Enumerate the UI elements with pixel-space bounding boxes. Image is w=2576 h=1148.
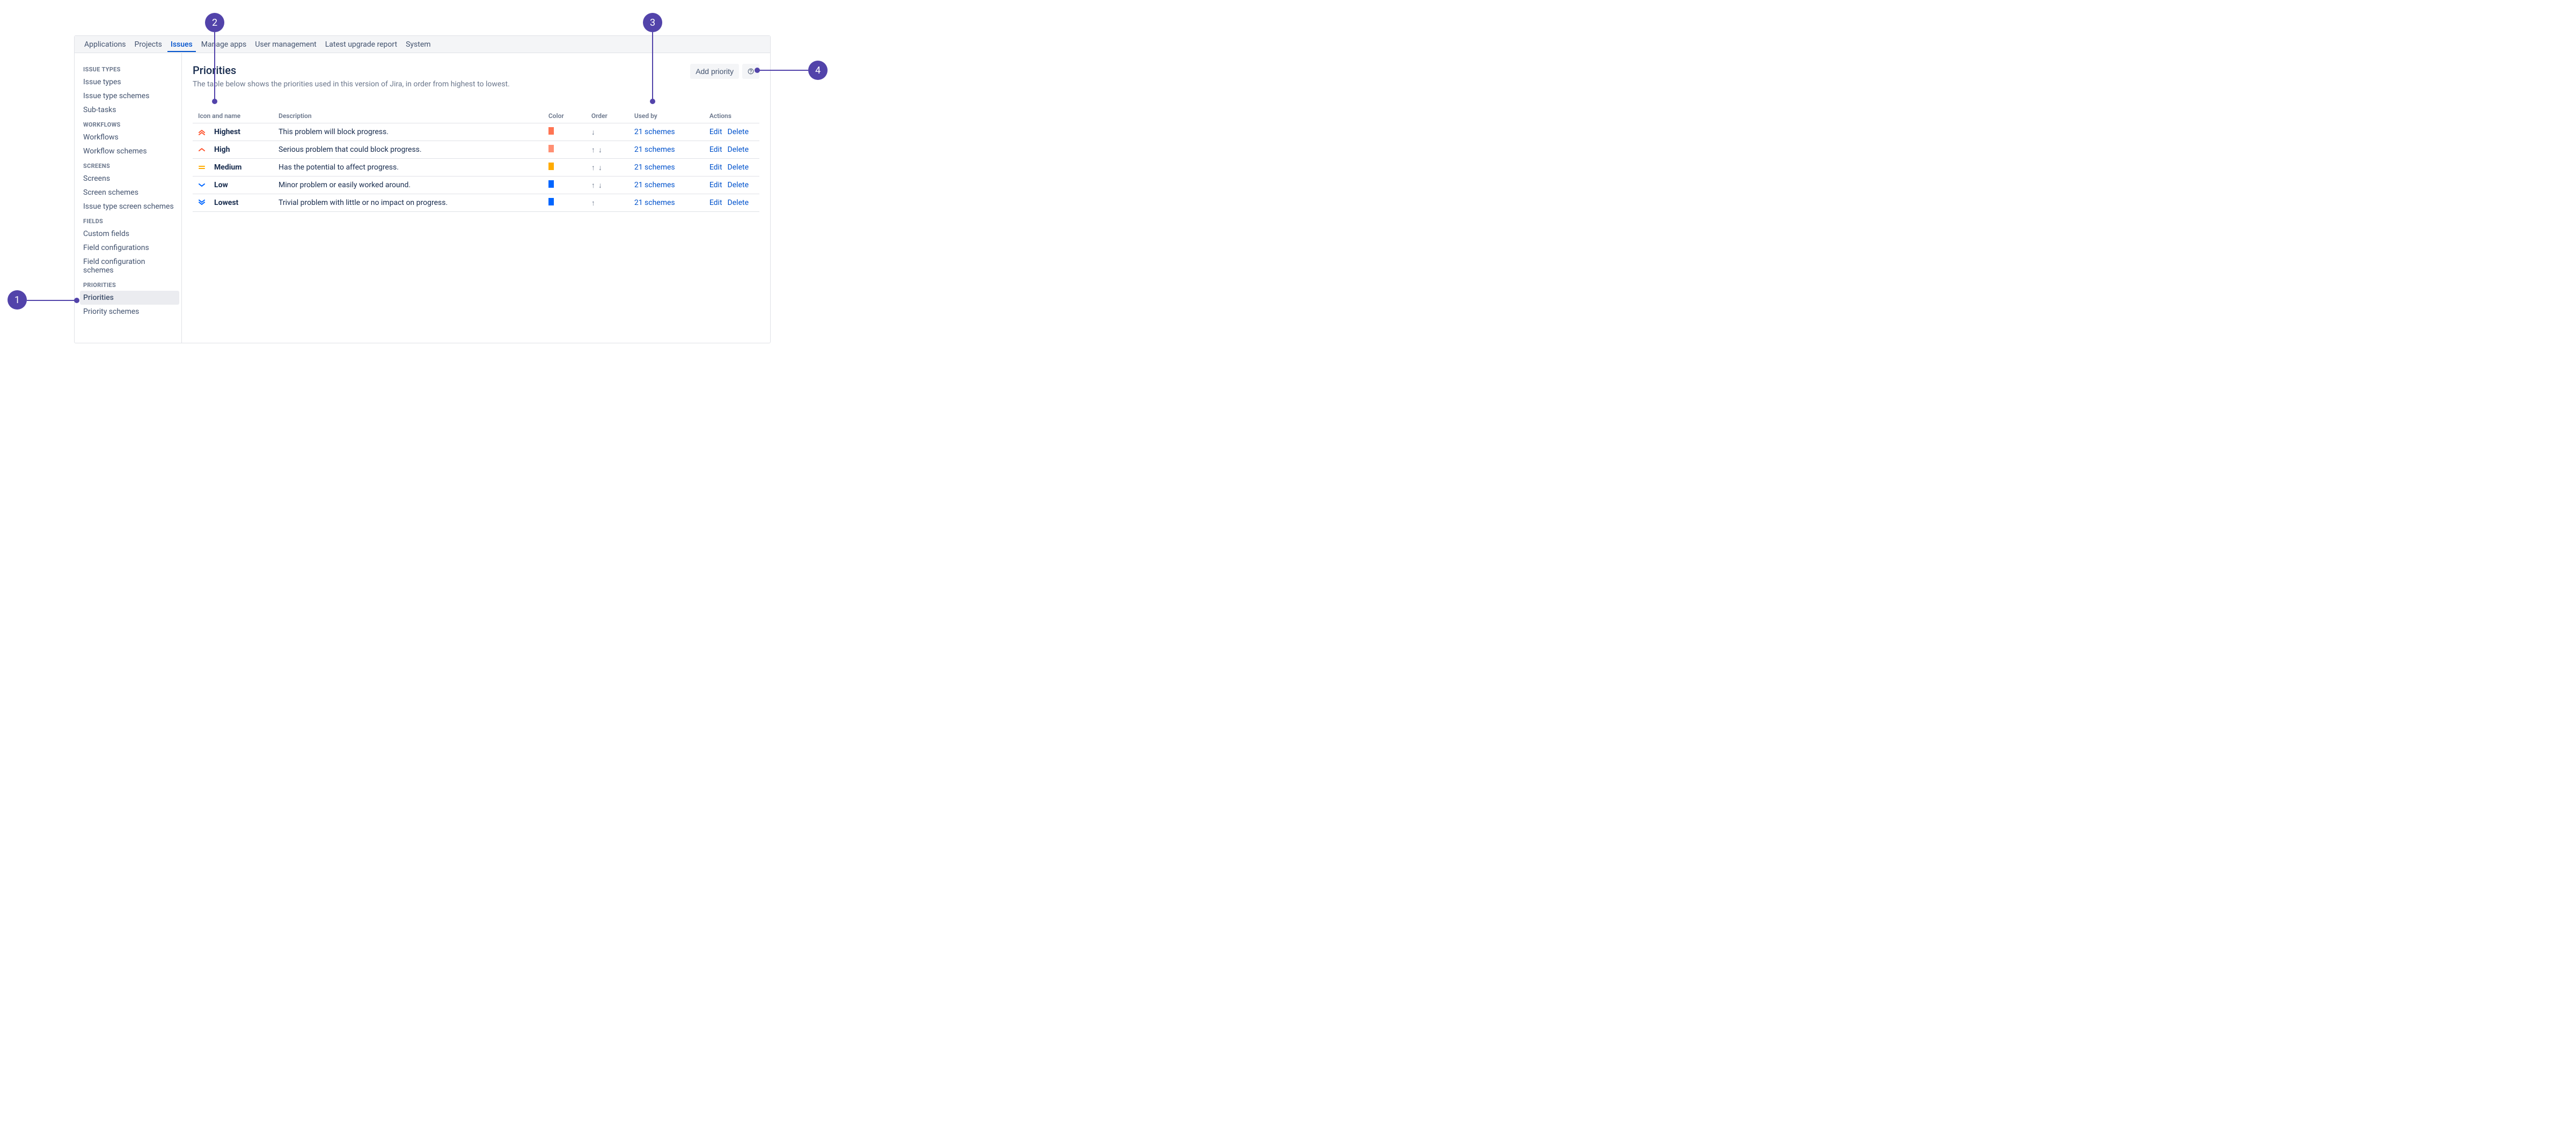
col-description: Description [273, 108, 543, 123]
col-actions: Actions [704, 108, 759, 123]
sidebar-item-issue-types[interactable]: Issue types [80, 75, 179, 89]
callout-2: 2 [205, 13, 224, 32]
sidebar-section-fields: FIELDS [80, 214, 179, 227]
delete-link[interactable]: Delete [728, 128, 749, 136]
used-by-link[interactable]: 21 schemes [634, 145, 675, 154]
used-by-link[interactable]: 21 schemes [634, 163, 675, 172]
topnav-item-manage-apps[interactable]: Manage apps [198, 37, 250, 52]
priority-name: Low [214, 181, 228, 189]
order-up-icon[interactable]: ↑ [591, 145, 595, 154]
page-title: Priorities [193, 64, 510, 77]
delete-link[interactable]: Delete [728, 163, 749, 172]
delete-link[interactable]: Delete [728, 198, 749, 207]
edit-link[interactable]: Edit [709, 181, 722, 189]
used-by-link[interactable]: 21 schemes [634, 128, 675, 136]
color-swatch [548, 145, 554, 152]
page-subtitle: The table below shows the priorities use… [193, 80, 510, 89]
main-content: Priorities The table below shows the pri… [182, 53, 770, 343]
topnav-item-user-management[interactable]: User management [252, 37, 319, 52]
sidebar-item-sub-tasks[interactable]: Sub-tasks [80, 103, 179, 117]
color-swatch [548, 127, 554, 135]
sidebar-item-field-configurations[interactable]: Field configurations [80, 241, 179, 255]
delete-link[interactable]: Delete [728, 181, 749, 189]
sidebar-item-workflow-schemes[interactable]: Workflow schemes [80, 144, 179, 158]
order-down-icon[interactable]: ↓ [598, 145, 602, 154]
priority-lowest-icon [198, 199, 207, 207]
sidebar-item-priority-schemes[interactable]: Priority schemes [80, 305, 179, 319]
priority-name: Highest [214, 128, 240, 136]
topnav-item-latest-upgrade-report[interactable]: Latest upgrade report [322, 37, 400, 52]
order-up-icon[interactable]: ↑ [591, 163, 595, 172]
order-controls: ↑↓ [591, 145, 624, 154]
sidebar-section-issue-types: ISSUE TYPES [80, 62, 179, 75]
sidebar-item-custom-fields[interactable]: Custom fields [80, 227, 179, 241]
callout-3: 3 [643, 13, 662, 32]
col-order: Order [586, 108, 629, 123]
question-icon [748, 67, 754, 76]
sidebar: ISSUE TYPESIssue typesIssue type schemes… [75, 53, 182, 343]
topnav-item-issues[interactable]: Issues [167, 37, 196, 52]
order-controls: ↓ [591, 128, 624, 137]
priority-description: Minor problem or easily worked around. [279, 181, 411, 189]
priority-highest-icon [198, 128, 207, 136]
edit-link[interactable]: Edit [709, 198, 722, 207]
order-down-icon[interactable]: ↓ [591, 128, 595, 137]
priority-description: This problem will block progress. [279, 128, 389, 136]
top-nav: ApplicationsProjectsIssuesManage appsUse… [75, 36, 770, 53]
sidebar-item-screen-schemes[interactable]: Screen schemes [80, 186, 179, 200]
order-down-icon[interactable]: ↓ [598, 163, 602, 172]
order-down-icon[interactable]: ↓ [598, 181, 602, 190]
color-swatch [548, 163, 554, 170]
table-row: Low Minor problem or easily worked aroun… [193, 176, 759, 194]
order-up-icon[interactable]: ↑ [591, 198, 595, 208]
priority-high-icon [198, 146, 207, 153]
edit-link[interactable]: Edit [709, 128, 722, 136]
sidebar-section-priorities: PRIORITIES [80, 277, 179, 291]
order-controls: ↑↓ [591, 181, 624, 190]
table-row: Lowest Trivial problem with little or no… [193, 194, 759, 212]
sidebar-item-issue-type-schemes[interactable]: Issue type schemes [80, 89, 179, 103]
priority-name: High [214, 145, 230, 154]
callout-1: 1 [8, 290, 27, 310]
used-by-link[interactable]: 21 schemes [634, 198, 675, 207]
table-row: Medium Has the potential to affect progr… [193, 159, 759, 176]
sidebar-item-field-configuration-schemes[interactable]: Field configuration schemes [80, 255, 179, 277]
table-row: Highest This problem will block progress… [193, 123, 759, 141]
priorities-table: Icon and name Description Color Order Us… [193, 108, 759, 212]
col-used-by: Used by [629, 108, 704, 123]
color-swatch [548, 180, 554, 188]
order-controls: ↑↓ [591, 163, 624, 172]
priority-low-icon [198, 181, 207, 189]
sidebar-item-priorities[interactable]: Priorities [80, 291, 179, 305]
sidebar-item-issue-type-screen-schemes[interactable]: Issue type screen schemes [80, 200, 179, 214]
priority-name: Medium [214, 163, 241, 172]
sidebar-section-workflows: WORKFLOWS [80, 117, 179, 130]
edit-link[interactable]: Edit [709, 145, 722, 154]
sidebar-item-screens[interactable]: Screens [80, 172, 179, 186]
color-swatch [548, 198, 554, 205]
sidebar-section-screens: SCREENS [80, 158, 179, 172]
order-up-icon[interactable]: ↑ [591, 181, 595, 190]
delete-link[interactable]: Delete [728, 145, 749, 154]
topnav-item-system[interactable]: System [402, 37, 434, 52]
edit-link[interactable]: Edit [709, 163, 722, 172]
add-priority-button[interactable]: Add priority [690, 64, 739, 79]
topnav-item-projects[interactable]: Projects [131, 37, 165, 52]
order-controls: ↑ [591, 198, 624, 208]
col-icon-name: Icon and name [193, 108, 273, 123]
used-by-link[interactable]: 21 schemes [634, 181, 675, 189]
priority-medium-icon [198, 164, 207, 171]
priority-name: Lowest [214, 198, 238, 207]
col-color: Color [543, 108, 586, 123]
table-row: High Serious problem that could block pr… [193, 141, 759, 159]
sidebar-item-workflows[interactable]: Workflows [80, 130, 179, 144]
priority-description: Trivial problem with little or no impact… [279, 198, 448, 207]
topnav-item-applications[interactable]: Applications [81, 37, 129, 52]
app-window: ApplicationsProjectsIssuesManage appsUse… [74, 35, 771, 343]
priority-description: Serious problem that could block progres… [279, 145, 422, 154]
priority-description: Has the potential to affect progress. [279, 163, 399, 172]
callout-4: 4 [808, 61, 828, 80]
